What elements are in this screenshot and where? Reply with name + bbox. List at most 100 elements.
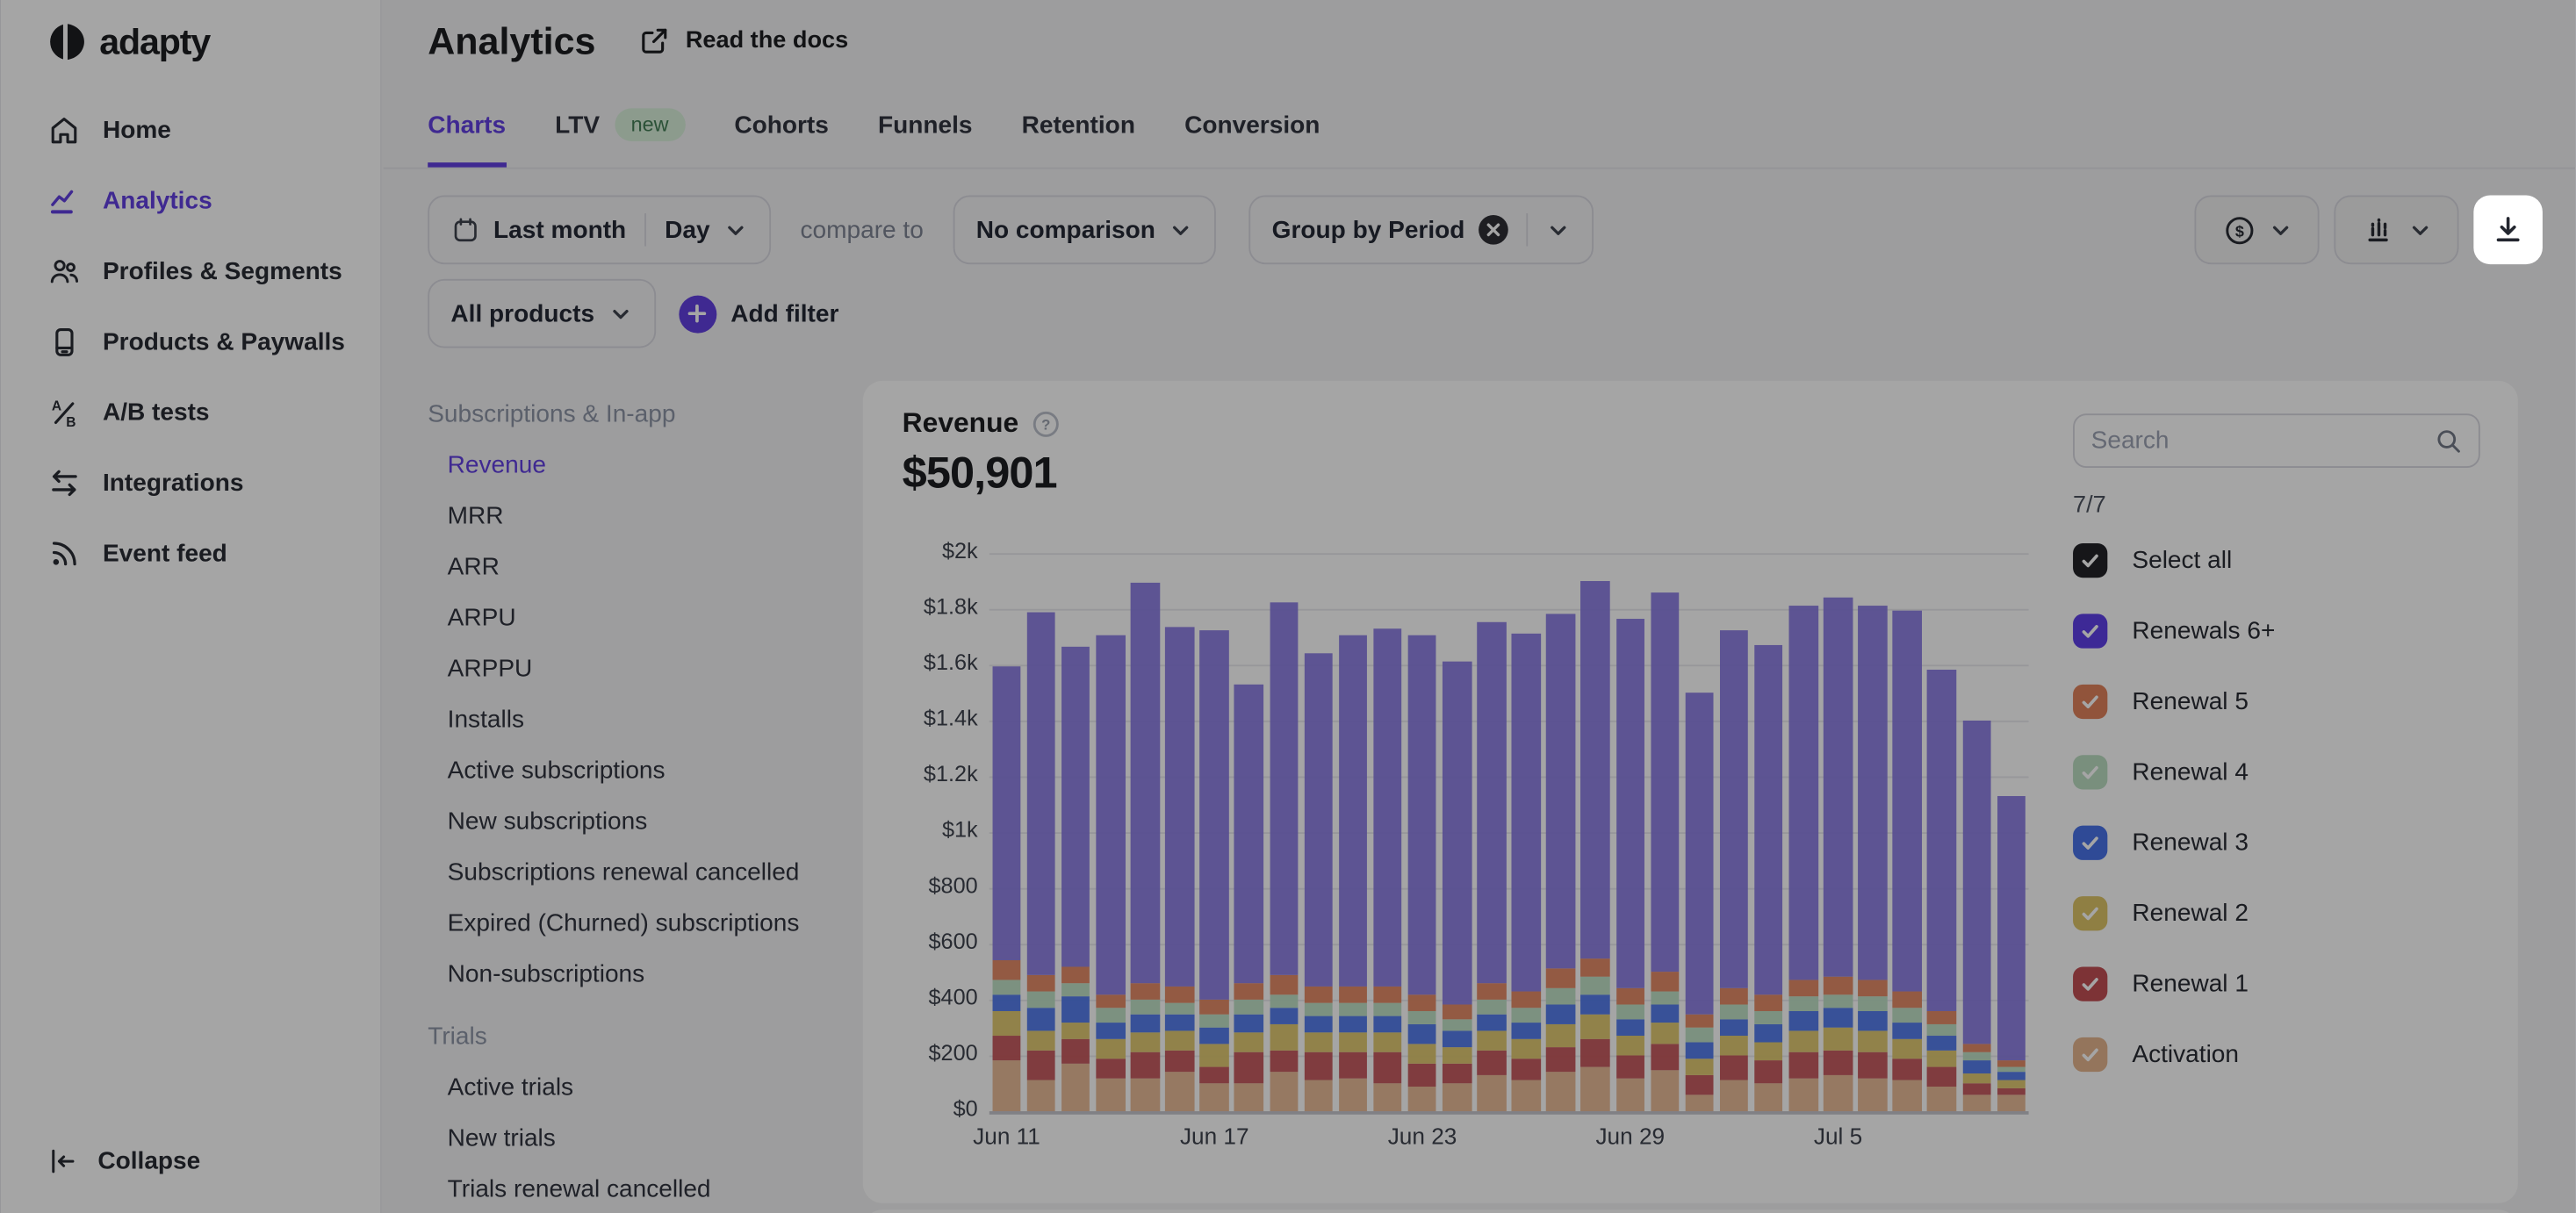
sidebar-item-integrations[interactable]: Integrations [1,449,380,519]
bar-segment-activation [992,1061,1021,1111]
export-download-button[interactable] [2473,196,2543,265]
chart-bar-jun-16[interactable] [1165,628,1194,1111]
chart-bar-jul-3[interactable] [1754,645,1783,1111]
series-toggle-renewal-2[interactable]: Renewal 2 [2073,879,2500,949]
metric-item-expired-churned-subscriptions[interactable]: Expired (Churned) subscriptions [428,898,851,949]
chart-bar-jun-22[interactable] [1373,629,1402,1111]
read-the-docs-link[interactable]: Read the docs [637,25,848,57]
add-filter-button[interactable]: Add filter [678,295,838,333]
sidebar-item-profiles-segments[interactable]: Profiles & Segments [1,236,380,306]
bar-segment-renewal-2 [1893,1038,1922,1058]
tab-label: Cohorts [734,111,829,139]
chart-bar-jun-13[interactable] [1061,646,1090,1111]
adapty-logo[interactable]: adapty [43,19,209,63]
metric-item-trials-renewal-cancelled[interactable]: Trials renewal cancelled [428,1164,851,1213]
bar-segment-renewal-3 [1615,1019,1644,1036]
chart-bar-jun-14[interactable] [1096,635,1125,1111]
chart-bar-jul-9[interactable] [1962,720,1991,1111]
tab-label: Charts [428,111,506,139]
bar-segment-renewal-2 [992,1011,1021,1037]
chart-type-selector-button[interactable] [2334,196,2458,265]
metric-item-new-trials[interactable]: New trials [428,1113,851,1164]
bar-segment-renewal-4 [1824,994,1853,1008]
chart-bar-jun-18[interactable] [1234,685,1263,1111]
metric-item-new-subscriptions[interactable]: New subscriptions [428,796,851,847]
bar-segment-renewal-3 [1858,1011,1887,1030]
tab-charts[interactable]: Charts [428,108,506,167]
chart-bar-jul-5[interactable] [1824,598,1853,1112]
bar-segment-renewal-4 [1234,1000,1263,1014]
metric-item-revenue[interactable]: Revenue [428,440,851,491]
chart-bar-jul-8[interactable] [1927,670,1956,1111]
bar-segment-activation [1165,1073,1194,1112]
tab-retention[interactable]: Retention [1021,108,1134,167]
bar-segment-renewal-1 [1546,1047,1575,1073]
chart-bar-jun-24[interactable] [1443,661,1471,1111]
metric-item-arpu[interactable]: ARPU [428,592,851,643]
chart-bar-jun-23[interactable] [1407,635,1436,1111]
bar-segment-renewals-6- [1269,602,1298,974]
bar-segment-renewal-5 [1997,1061,2026,1066]
sidebar-item-products-paywalls[interactable]: Products & Paywalls [1,307,380,377]
chart-bar-jun-27[interactable] [1546,614,1575,1111]
chart-bar-jun-30[interactable] [1651,592,1680,1111]
chart-bar-jul-4[interactable] [1788,606,1817,1111]
chart-bar-jul-1[interactable] [1685,693,1714,1111]
chart-bar-jul-2[interactable] [1719,631,1748,1111]
metric-item-active-subscriptions[interactable]: Active subscriptions [428,745,851,796]
series-toggle-renewal-3[interactable]: Renewal 3 [2073,807,2500,878]
series-label: Renewal 2 [2132,900,2249,928]
metric-item-active-trials[interactable]: Active trials [428,1062,851,1113]
chart-bar-jul-7[interactable] [1893,611,1922,1111]
tab-conversion[interactable]: Conversion [1184,108,1320,167]
metric-item-mrr[interactable]: MRR [428,491,851,542]
sidebar-item-event-feed[interactable]: Event feed [1,519,380,589]
help-icon[interactable]: ? [1032,410,1060,438]
sidebar-item-home[interactable]: Home [1,95,380,165]
remove-group-by-icon[interactable] [1478,215,1507,245]
chart-bar-jun-11[interactable] [992,666,1021,1111]
currency-selector-button[interactable]: $ [2194,196,2319,265]
collapse-button[interactable]: Collapse [47,1145,200,1177]
bar-segment-renewals-6- [1096,635,1125,994]
bar-segment-renewal-1 [1858,1052,1887,1078]
bar-segment-renewal-3 [1927,1036,1956,1050]
chart-bar-jul-6[interactable] [1858,606,1887,1111]
series-toggle-renewal-4[interactable]: Renewal 4 [2073,737,2500,807]
chart-bar-jun-26[interactable] [1512,634,1541,1111]
series-toggle-select-all[interactable]: Select all [2073,525,2500,595]
chart-bar-jun-19[interactable] [1269,602,1298,1111]
metric-item-arppu[interactable]: ARPPU [428,643,851,694]
chart-bar-jun-15[interactable] [1131,582,1160,1111]
comparison-button[interactable]: No comparison [953,196,1216,265]
chart-bar-jun-20[interactable] [1304,654,1333,1111]
metric-item-installs[interactable]: Installs [428,694,851,745]
metric-item-arr[interactable]: ARR [428,542,851,592]
bar-segment-renewal-5 [1927,1011,1956,1025]
sidebar-item-analytics[interactable]: Analytics [1,166,380,236]
bar-segment-renewal-5 [1858,980,1887,997]
chart-bar-jun-28[interactable] [1581,580,1610,1111]
sidebar-item-a-b-tests[interactable]: ABA/B tests [1,377,380,448]
chart-bar-jun-25[interactable] [1477,622,1506,1111]
chart-bar-jun-21[interactable] [1338,635,1367,1111]
date-range-button[interactable]: Last month Day [428,196,771,265]
chart-bar-jun-29[interactable] [1615,620,1644,1111]
products-filter-button[interactable]: All products [428,279,655,348]
group-by-button[interactable]: Group by Period [1248,196,1594,265]
chart-bar-jun-12[interactable] [1026,612,1055,1111]
series-toggle-renewals-6-[interactable]: Renewals 6+ [2073,596,2500,666]
series-search-input[interactable] [2090,427,2434,455]
chart-plot-area [989,553,2029,1111]
chart-bar-jul-10[interactable] [1997,795,2026,1111]
chart-bar-jun-17[interactable] [1200,630,1229,1111]
series-toggle-renewal-5[interactable]: Renewal 5 [2073,666,2500,736]
tab-cohorts[interactable]: Cohorts [734,108,829,167]
series-toggle-renewal-1[interactable]: Renewal 1 [2073,949,2500,1019]
metric-item-non-subscriptions[interactable]: Non-subscriptions [428,949,851,1000]
bar-segment-renewal-1 [1443,1064,1471,1083]
tab-funnels[interactable]: Funnels [878,108,973,167]
series-toggle-activation[interactable]: Activation [2073,1019,2500,1089]
tab-ltv[interactable]: LTVnew [555,108,685,167]
metric-item-subscriptions-renewal-cancelled[interactable]: Subscriptions renewal cancelled [428,847,851,898]
